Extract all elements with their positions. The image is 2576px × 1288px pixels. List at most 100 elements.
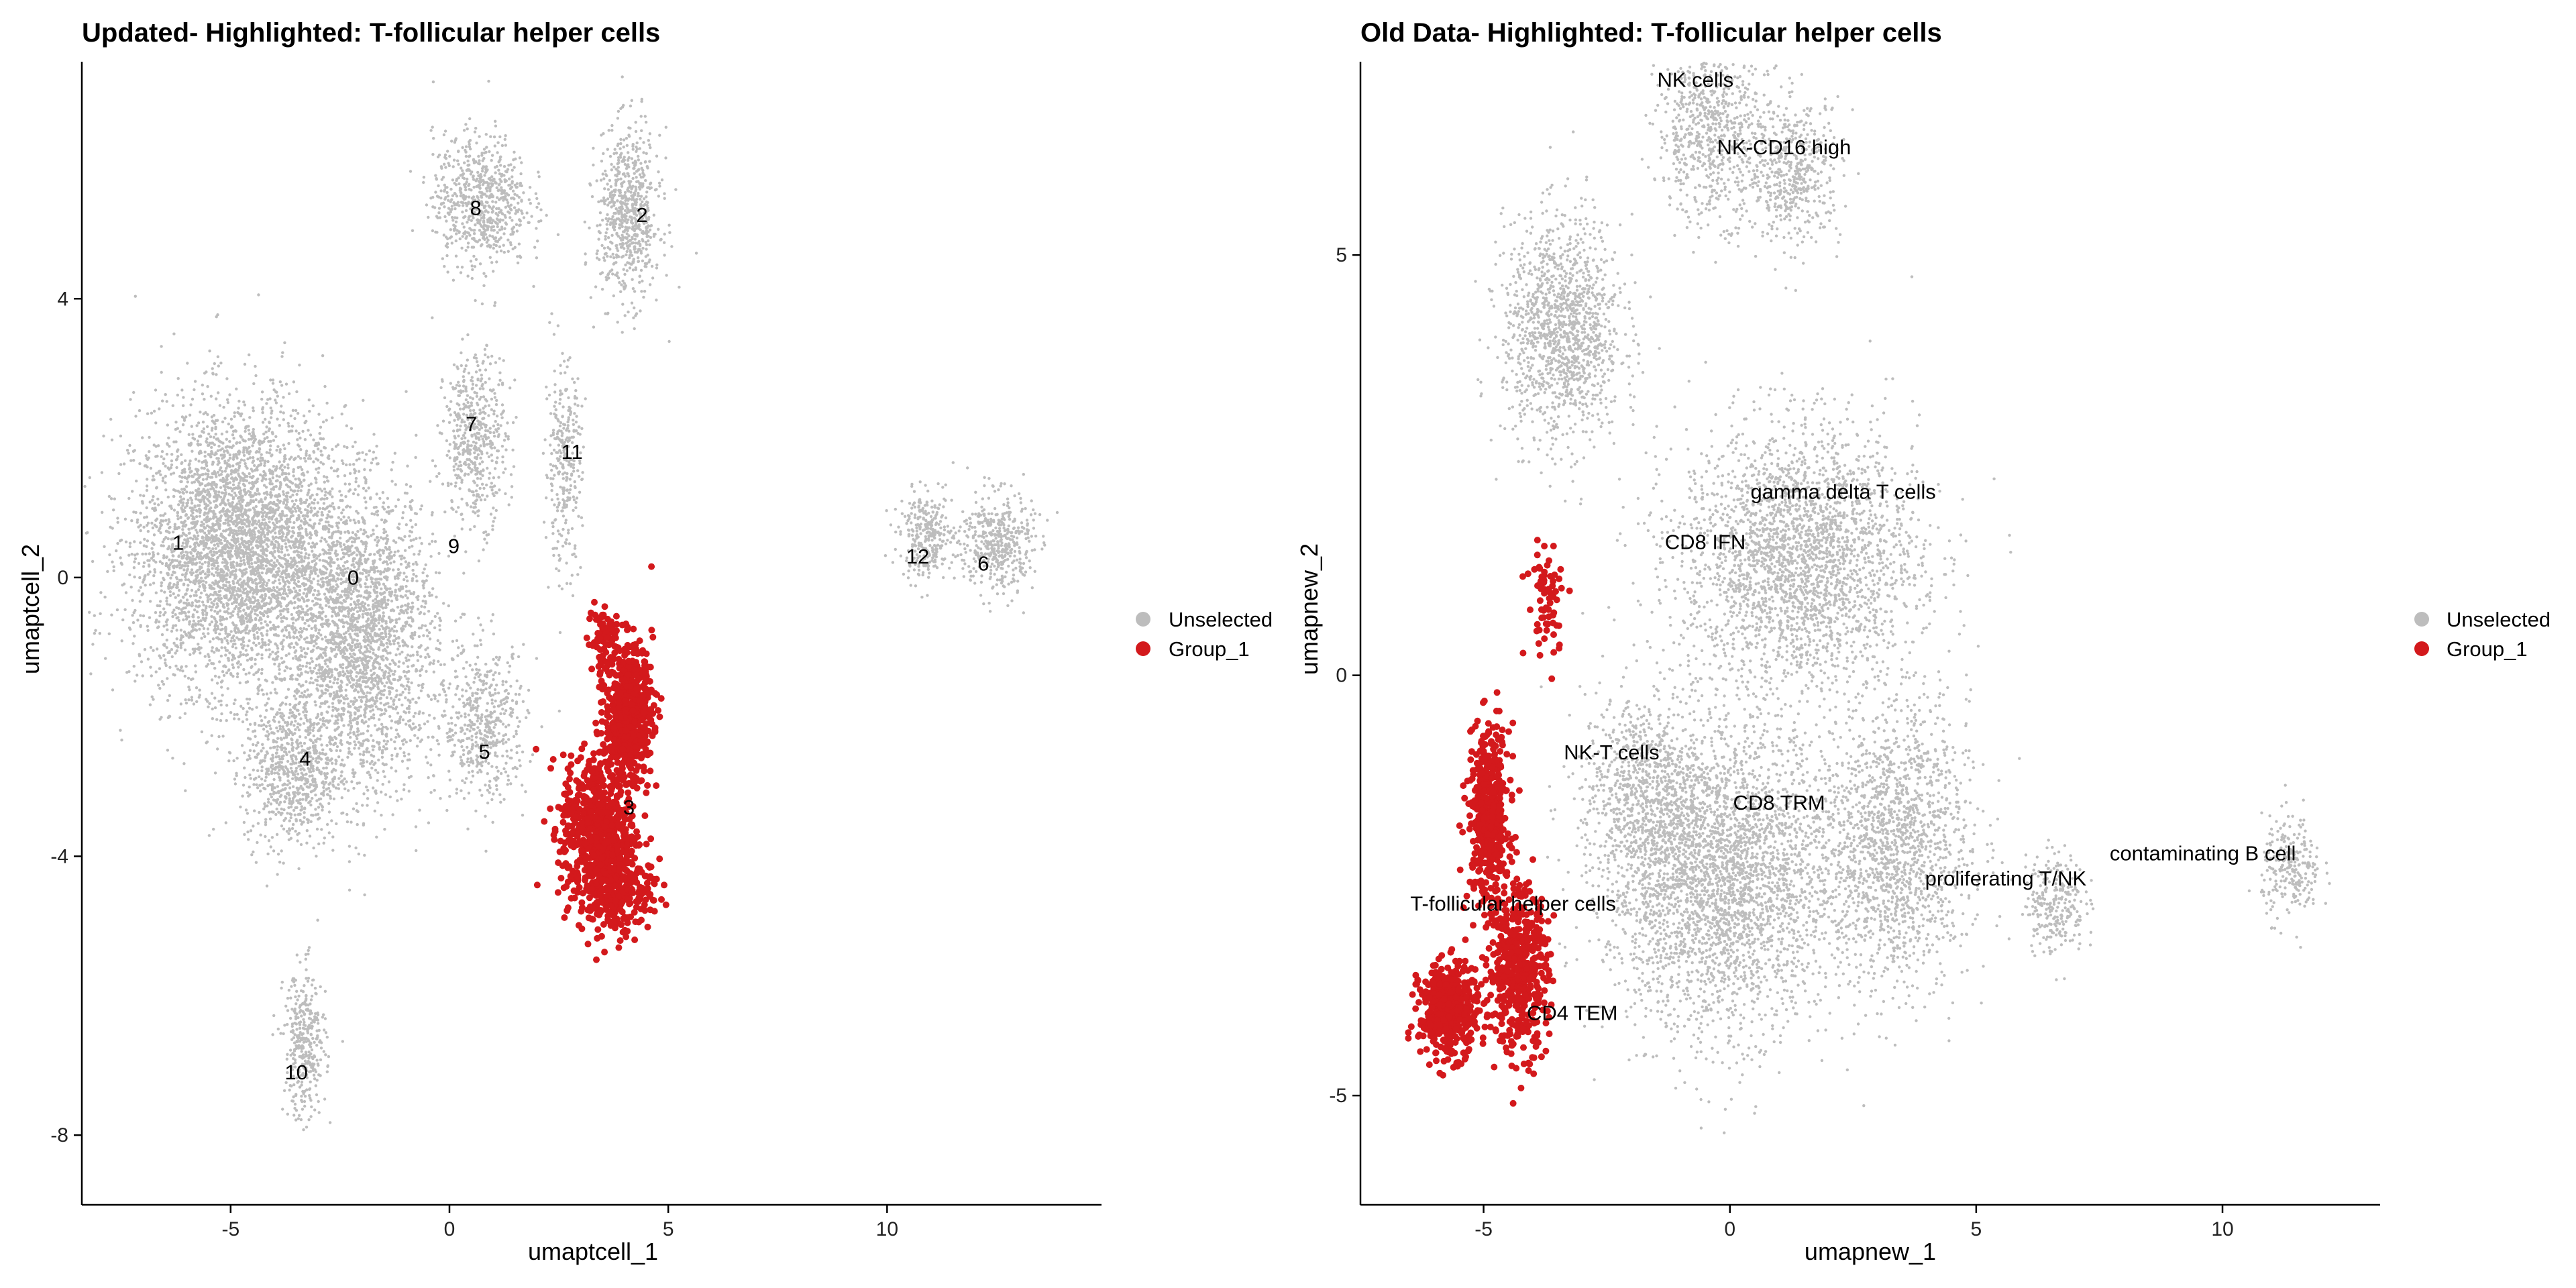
scatter-point <box>266 398 270 401</box>
scatter-point <box>218 599 221 602</box>
scatter-point <box>264 620 267 623</box>
scatter-point <box>325 419 328 422</box>
scatter-point <box>142 525 146 529</box>
scatter-point <box>214 427 217 431</box>
scatter-point <box>284 653 288 657</box>
scatter-point <box>254 498 258 502</box>
scatter-point <box>223 544 226 547</box>
scatter-point <box>331 708 335 712</box>
scatter-point <box>146 629 150 632</box>
scatter-point <box>164 481 167 484</box>
scatter-point <box>220 551 223 555</box>
scatter-point <box>225 718 228 722</box>
scatter-point <box>197 620 201 623</box>
scatter-point <box>142 577 146 581</box>
scatter-point <box>286 610 290 614</box>
scatter-point <box>189 470 192 474</box>
scatter-point <box>229 639 233 643</box>
scatter-point <box>211 637 215 641</box>
scatter-point <box>156 626 160 629</box>
scatter-point <box>246 466 249 470</box>
scatter-point <box>317 471 320 474</box>
scatter-point <box>223 417 227 420</box>
scatter-point <box>273 662 276 666</box>
scatter-point <box>360 698 363 702</box>
scatter-point <box>315 457 318 461</box>
scatter-point <box>216 627 220 631</box>
scatter-point <box>219 574 222 578</box>
scatter-point <box>225 602 229 605</box>
scatter-point <box>269 600 272 603</box>
scatter-point <box>145 506 148 510</box>
scatter-point <box>195 478 199 482</box>
scatter-point <box>433 626 437 629</box>
scatter-point <box>198 627 201 631</box>
scatter-point <box>233 415 236 418</box>
scatter-point <box>243 591 246 595</box>
scatter-point <box>188 688 191 692</box>
scatter-point <box>170 463 174 467</box>
scatter-point <box>235 661 239 665</box>
scatter-point <box>235 502 239 506</box>
scatter-point <box>221 627 224 631</box>
scatter-point <box>323 592 327 596</box>
scatter-point <box>205 698 208 701</box>
scatter-point <box>400 516 405 520</box>
scatter-point <box>183 712 187 715</box>
scatter-point <box>331 447 334 451</box>
scatter-point <box>296 412 300 415</box>
scatter-point <box>201 562 204 566</box>
scatter-point <box>176 455 180 458</box>
scatter-point <box>291 530 294 533</box>
scatter-point <box>244 649 248 652</box>
scatter-point <box>141 502 144 505</box>
scatter-point <box>193 608 197 612</box>
scatter-point <box>260 621 263 625</box>
scatter-point <box>238 681 241 685</box>
scatter-point <box>244 672 248 676</box>
scatter-point <box>231 535 235 539</box>
scatter-point <box>216 584 220 588</box>
scatter-point <box>248 502 252 506</box>
scatter-point <box>189 653 192 656</box>
scatter-point <box>350 427 354 430</box>
scatter-point <box>201 473 205 476</box>
scatter-point <box>292 521 296 525</box>
scatter-point <box>282 396 285 399</box>
scatter-point <box>334 714 337 718</box>
scatter-point <box>235 712 239 716</box>
scatter-point <box>214 547 217 550</box>
scatter-point <box>197 616 200 619</box>
scatter-point <box>225 671 229 675</box>
scatter-point <box>268 655 271 659</box>
scatter-point <box>235 600 239 604</box>
scatter-point <box>235 387 238 390</box>
scatter-point <box>294 429 298 433</box>
scatter-point <box>226 550 229 553</box>
scatter-point <box>208 509 211 513</box>
scatter-point <box>172 508 176 512</box>
scatter-point <box>206 443 210 447</box>
scatter-point <box>317 443 321 446</box>
scatter-point <box>411 498 414 502</box>
scatter-point <box>337 787 341 790</box>
scatter-point <box>204 606 208 610</box>
scatter-point <box>152 649 155 652</box>
scatter-point <box>300 649 303 653</box>
scatter-point <box>197 543 201 547</box>
scatter-point <box>294 697 298 700</box>
scatter-point <box>130 552 133 556</box>
scatter-point <box>245 519 248 523</box>
scatter-point <box>274 531 277 535</box>
scatter-point <box>191 491 195 494</box>
scatter-point <box>299 584 302 588</box>
scatter-point <box>307 488 311 492</box>
scatter-point <box>180 462 183 466</box>
scatter-point <box>246 592 250 596</box>
scatter-point <box>215 437 218 441</box>
scatter-point <box>170 453 174 456</box>
scatter-point <box>221 679 224 683</box>
scatter-point <box>227 459 230 462</box>
scatter-point <box>225 398 229 401</box>
scatter-point <box>99 612 102 615</box>
